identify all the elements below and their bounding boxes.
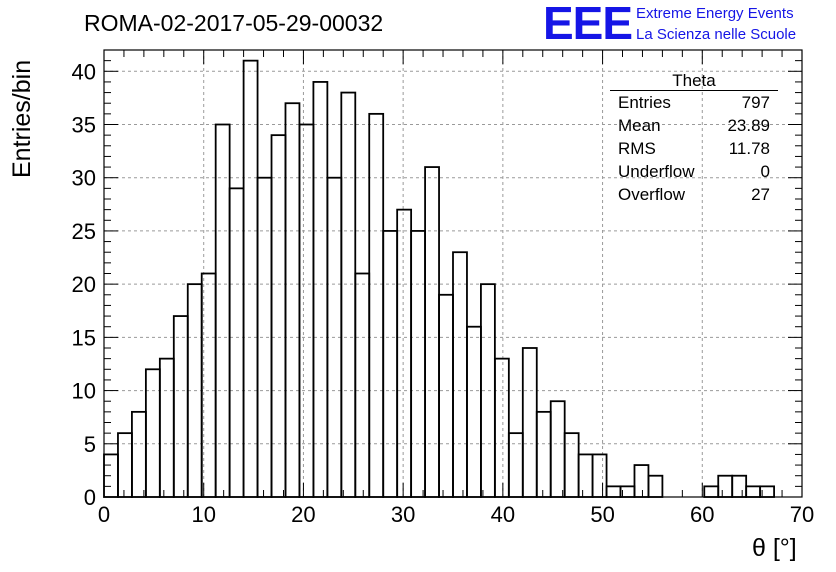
stats-value: 0 [760, 162, 770, 181]
y-tick-label: 30 [72, 166, 96, 191]
histogram-bin [172, 315, 189, 498]
stats-title: Theta [610, 72, 778, 91]
stats-label: Underflow [618, 162, 695, 181]
histogram-bin [312, 81, 329, 498]
y-tick-label: 35 [72, 113, 96, 138]
stats-row-entries: Entries 797 [610, 91, 778, 114]
stats-label: Overflow [618, 185, 686, 204]
histogram-bin [158, 357, 175, 498]
histogram-bin [242, 59, 259, 498]
histogram-bin [731, 474, 748, 498]
stats-label: RMS [618, 139, 656, 158]
y-tick-label: 40 [72, 59, 96, 84]
x-tick-label: 0 [98, 502, 110, 527]
stats-value: 11.78 [728, 139, 770, 158]
histogram-bin [507, 432, 524, 498]
histogram-bin [256, 176, 273, 498]
histogram-bin [703, 485, 720, 498]
histogram-bin [354, 272, 371, 498]
histogram-bin [591, 453, 608, 498]
histogram-bin [396, 208, 413, 498]
histogram-bin [284, 102, 301, 498]
x-tick-label: 30 [391, 502, 415, 527]
histogram-bin [633, 464, 650, 498]
eee-logo-mark: EEE [543, 0, 633, 49]
histogram-bin [717, 474, 734, 498]
y-tick-label: 10 [72, 379, 96, 404]
histogram-bin [200, 272, 217, 498]
histogram-bin [228, 187, 245, 498]
histogram-bin [340, 91, 357, 498]
histogram-bin [438, 293, 454, 498]
histogram-bin [535, 410, 552, 498]
x-tick-label: 10 [191, 502, 215, 527]
histogram-bin [466, 325, 482, 498]
y-axis-label: Entries/bin [8, 59, 36, 178]
eee-logo-line-2: La Scienza nelle Scuole [636, 26, 797, 43]
x-tick-label: 40 [491, 502, 515, 527]
histogram-bin [424, 166, 440, 498]
histogram-bin [577, 453, 594, 498]
y-tick-label: 0 [84, 485, 96, 510]
histogram-bin [270, 134, 287, 498]
y-tick-label: 25 [72, 219, 96, 244]
stats-value: 23.89 [727, 116, 770, 135]
histogram-bin [144, 368, 161, 498]
x-axis-label: θ [°] [752, 534, 797, 562]
histogram-bin [605, 485, 622, 498]
histogram-bin [214, 123, 231, 498]
histogram-bin [452, 251, 468, 498]
histogram-bin [117, 432, 133, 498]
histogram-bin [410, 230, 426, 498]
stats-row-underflow: Underflow 0 [610, 160, 778, 183]
stats-label: Entries [618, 93, 671, 112]
histogram-bin [563, 432, 580, 498]
histogram-bin [131, 410, 147, 498]
eee-logo-line-1: Extreme Energy Events [636, 5, 794, 22]
stats-row-rms: RMS 11.78 [610, 137, 778, 160]
histogram-bin [745, 485, 762, 498]
eee-logo: EEE Extreme Energy Events La Scienza nel… [541, 0, 831, 49]
x-tick-label: 50 [590, 502, 614, 527]
histogram-bin [493, 357, 510, 498]
stats-value: 797 [741, 93, 770, 112]
histogram-bin [521, 347, 538, 498]
histogram-bin [382, 230, 399, 498]
y-tick-label: 5 [84, 432, 96, 457]
x-tick-label: 70 [790, 502, 814, 527]
histogram-bin [549, 400, 566, 498]
run-title: ROMA-02-2017-05-29-00032 [84, 10, 384, 36]
y-tick-label: 15 [72, 325, 96, 350]
x-tick-label: 60 [690, 502, 714, 527]
histogram-bin [647, 474, 664, 498]
stats-row-overflow: Overflow 27 [610, 183, 778, 206]
stats-row-mean: Mean 23.89 [610, 114, 778, 137]
y-tick-label: 20 [72, 272, 96, 297]
histogram-bin [298, 123, 315, 498]
stats-label: Mean [618, 116, 661, 135]
x-tick-label: 20 [291, 502, 315, 527]
stats-box: Theta Entries 797 Mean 23.89 RMS 11.78 U… [610, 72, 778, 206]
stats-value: 27 [751, 185, 770, 204]
histogram-bin [368, 112, 385, 498]
